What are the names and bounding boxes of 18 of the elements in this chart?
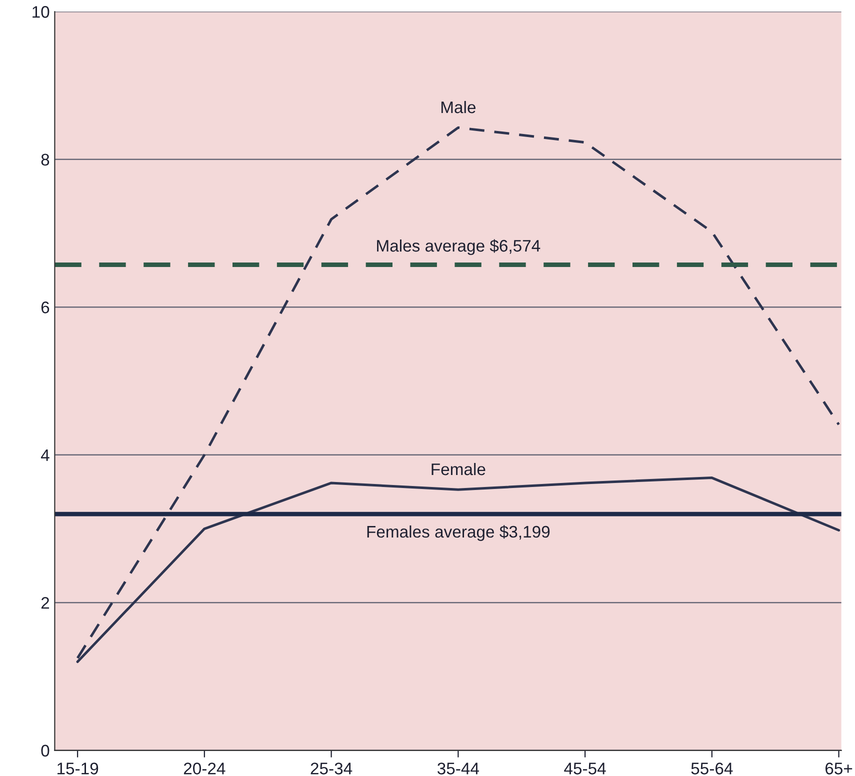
- x-tick-label: 35-44: [437, 762, 479, 774]
- x-tick-label: 20-24: [184, 762, 226, 774]
- y-tick-label: 8: [41, 154, 50, 166]
- x-tick-label: 55-64: [691, 762, 733, 774]
- y-tick-label: 2: [41, 597, 50, 609]
- line-series: [76, 126, 840, 660]
- series-label: Male: [441, 100, 476, 114]
- y-tick-label: 10: [32, 6, 50, 18]
- x-tick-label: 45-54: [564, 762, 606, 774]
- x-tick-label: 15-19: [58, 762, 98, 774]
- x-tick-label: 65+: [825, 762, 852, 774]
- y-tick-label: 0: [41, 744, 50, 757]
- series-label: Female: [432, 462, 486, 476]
- y-tick-label: 6: [41, 302, 50, 314]
- y-tick-label: 4: [40, 449, 50, 461]
- ref-line-label: Males average $6,574: [377, 239, 540, 256]
- ref-line-label: Females average $3,199: [367, 525, 550, 541]
- x-tick-label: 25-34: [310, 762, 352, 774]
